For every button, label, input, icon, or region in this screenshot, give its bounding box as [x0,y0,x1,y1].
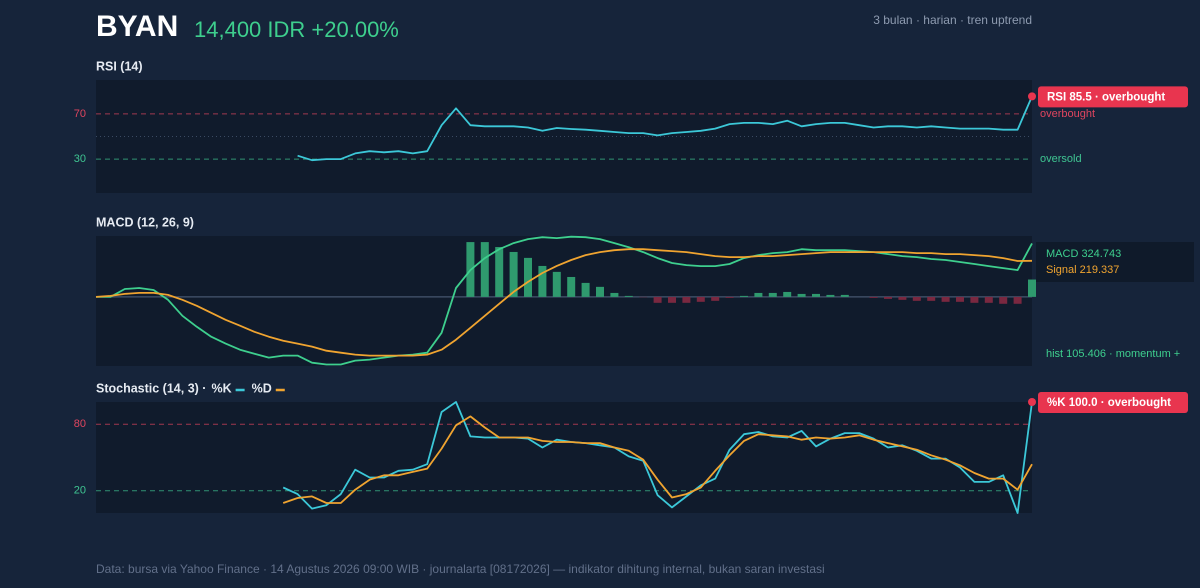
hist-bar [624,295,633,297]
hist-bar [912,296,921,301]
hist-bar [682,296,691,303]
panel-bg [96,236,1032,366]
series-line [282,415,1033,504]
y-tick-label: 20 [74,485,86,497]
series-label: MACD 324.743 [1046,248,1121,260]
hist-bar [509,251,518,297]
panel-bg [96,402,1032,513]
hist-bar [653,296,662,303]
hist-bar [768,292,777,297]
hist-bar [826,294,835,297]
footer: Data: bursa via Yahoo Finance · 14 Agust… [96,562,825,576]
legend-label: %K [211,381,231,395]
hist-bar [610,292,619,297]
hist-bar [596,286,604,297]
hist-bar [552,271,561,297]
hist-bar [956,296,964,302]
badge-bg [1038,86,1188,108]
hist-bar [999,296,1008,304]
ticker: BYAN [96,10,178,43]
hist-bar [581,282,590,297]
hist-bar [740,295,748,297]
hist-bar [927,296,936,301]
series-label: Signal 219.337 [1046,264,1119,276]
hist-label: hist 105.406 · momentum + [1046,348,1180,360]
hist-bar [840,294,849,297]
hist-bar [869,296,878,298]
hist-bar [970,296,979,303]
panel-title: RSI (14) [96,59,143,73]
hist-bar [725,296,734,298]
meta: 3 bulan · harian · tren uptrend [873,13,1032,27]
hist-bar [480,242,489,297]
hist-bar [495,247,504,297]
hist-bar [898,296,907,300]
hist-bar [1028,279,1036,297]
level-label: overbought [1040,108,1095,120]
panel-title: Stochastic (14, 3) · [96,381,206,395]
price: 14,400 IDR +20.00% [194,17,399,42]
value-box [1036,242,1194,282]
legend-label: %D [252,381,272,395]
hist-bar [711,296,720,301]
hist-bar [754,292,763,297]
last-point [1028,398,1036,406]
badge: RSI 85.5 · overbought [1047,91,1165,103]
hist-bar [1013,296,1022,304]
y-tick-label: 70 [74,108,86,120]
hist-bar [941,296,950,302]
hist-bar [668,296,676,303]
hist-bar [783,291,792,297]
panel-title: MACD (12, 26, 9) [96,215,194,229]
level-label: oversold [1040,153,1082,165]
hist-bar [567,276,576,297]
hist-bar [884,296,892,299]
series-line [95,248,1033,357]
y-tick-label: 80 [74,418,86,430]
badge-bg [1038,392,1188,413]
badge: %K 100.0 · overbought [1047,397,1171,409]
hist-bar [984,296,993,303]
y-tick-label: 30 [74,153,86,165]
hist-bar [696,296,705,302]
hist-bar [812,293,820,297]
last-point [1028,92,1036,101]
hist-bar [797,293,806,297]
hist-bar [524,257,532,297]
series-line [297,96,1033,162]
hist-bar [538,265,547,297]
